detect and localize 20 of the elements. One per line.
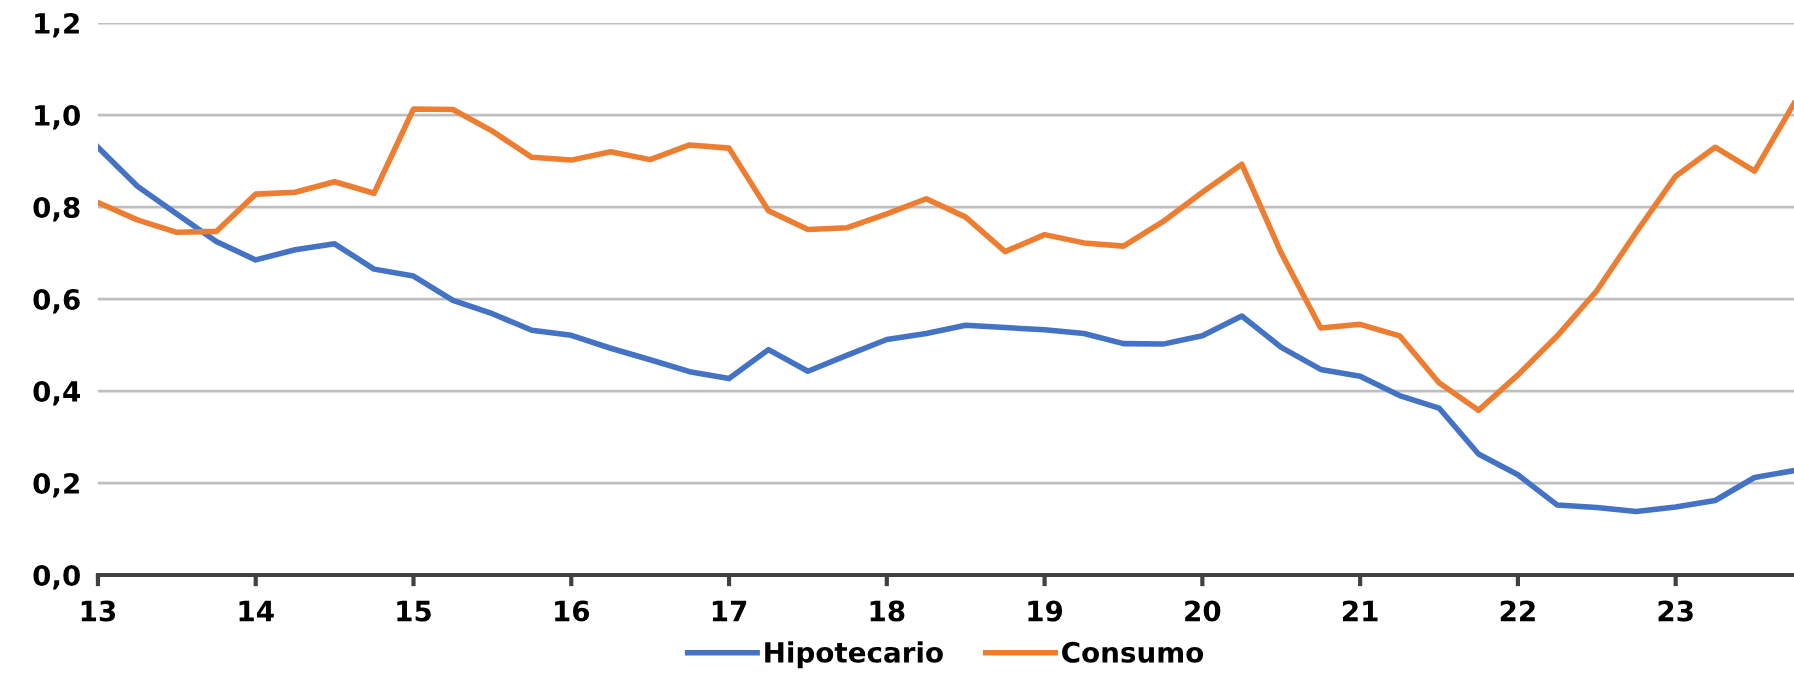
legend-label: Hipotecario (765, 641, 943, 669)
x-tick-label: 14 (239, 600, 274, 622)
x-tick-label: 17 (712, 600, 747, 622)
y-tick-label: 1,2 (35, 12, 79, 38)
y-tick-label: 0,2 (33, 472, 79, 498)
y-tick-label: 0,6 (33, 288, 80, 314)
legend-label: Consumo (1062, 641, 1204, 663)
y-tick-label: 0,8 (33, 196, 80, 222)
x-tick-label: 16 (555, 600, 590, 622)
x-tick-label: 22 (1500, 600, 1535, 622)
y-tick-label: 0,4 (33, 380, 81, 406)
x-tick-label: 21 (1343, 600, 1378, 622)
x-tick-label: 23 (1658, 600, 1693, 622)
y-tick-label: 1,0 (35, 104, 80, 130)
y-tick-label: 0,0 (33, 564, 80, 590)
x-tick-label: 18 (870, 600, 905, 622)
x-tick-label: 15 (397, 600, 431, 622)
x-tick-label: 19 (1028, 600, 1063, 622)
x-tick-label: 13 (81, 600, 116, 622)
x-tick-label: 20 (1185, 600, 1221, 622)
